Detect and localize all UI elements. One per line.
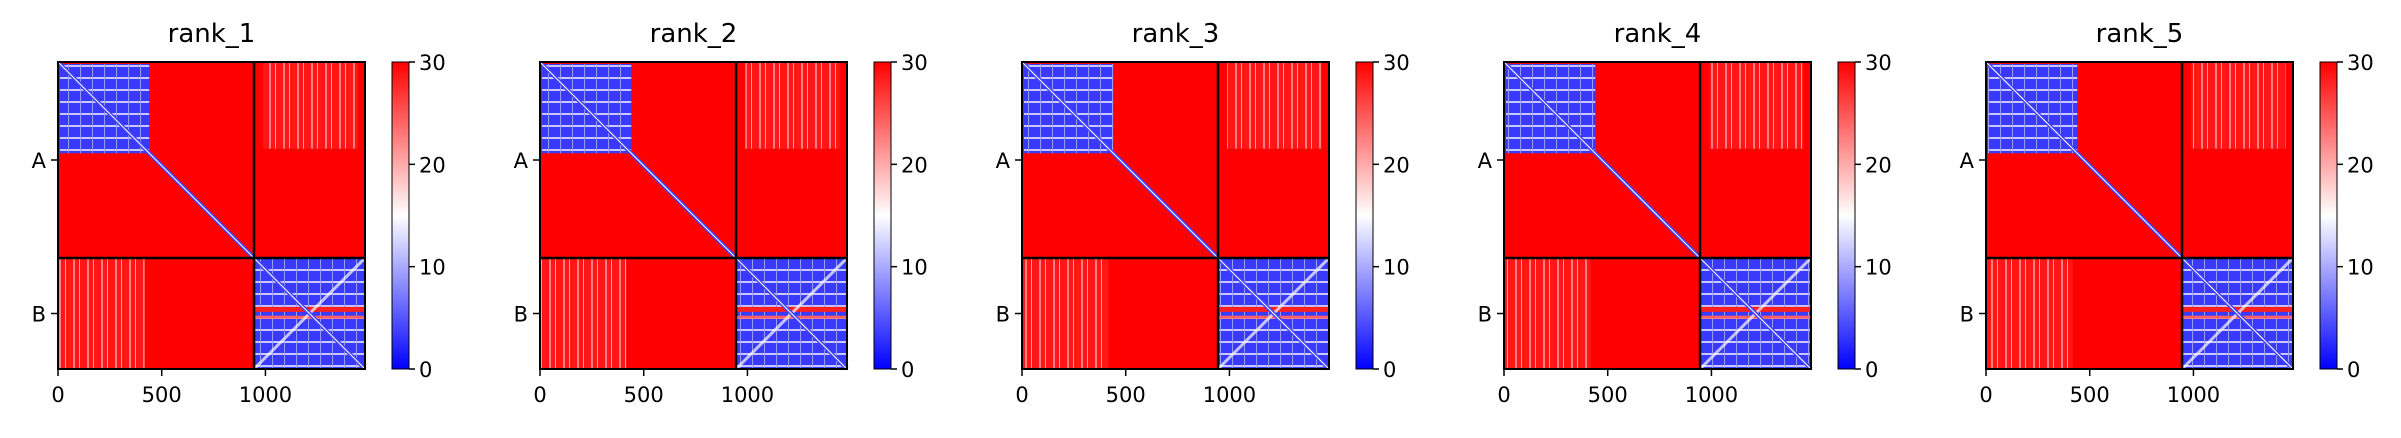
diagonal-core [539,61,848,370]
colorbar-tick-label: 20 [419,153,446,177]
x-tick-label: 500 [2070,383,2110,407]
x-tick-label: 0 [533,383,546,407]
y-tick-label: B [1478,303,1492,327]
interchain-block-ab [263,62,358,149]
diagonal-core [57,61,366,370]
colorbar-tick-label: 10 [901,256,928,280]
x-tick-label: 0 [1497,383,1510,407]
chainB-band-h2 [1700,315,1811,319]
colorbar-tick-label: 0 [2347,358,2360,382]
colorbar [2319,61,2338,370]
y-tick-label: A [32,149,47,173]
x-tick-label: 500 [142,383,182,407]
colorbar-tick-label: 10 [1865,256,1892,280]
panel-title: rank_4 [1614,19,1702,49]
colorbar-tick-label: 0 [419,358,432,382]
colorbar-tick-label: 10 [1383,256,1410,280]
axes-frame [1985,61,2294,370]
colorbar [1837,61,1856,370]
diagonal-core [1503,61,1812,370]
heatmap-panel: rank_4 0 500 1000 A B 0 10 20 30 [1478,19,1892,407]
interchain-block-ab [745,62,840,149]
x-tick-label: 0 [1979,383,1992,407]
colorbar-tick-label: 30 [901,51,928,75]
interchain-block-ba [58,258,145,369]
interchain-block-ab [1227,62,1322,149]
heatmap-panel: rank_3 0 500 1000 A B 0 10 20 30 [996,19,1410,407]
x-tick-label: 0 [51,383,64,407]
colorbar-tick-label: 0 [1865,358,1878,382]
x-tick-label: 1000 [1203,383,1256,407]
x-tick-label: 1000 [721,383,774,407]
axes-frame [539,61,848,370]
y-tick-label: A [514,149,529,173]
colorbar-tick-label: 0 [901,358,914,382]
colorbar-tick-label: 30 [419,51,446,75]
colorbar-tick-label: 30 [1865,51,1892,75]
x-tick-label: 500 [624,383,664,407]
axes-frame [1503,61,1812,370]
y-tick-label: A [996,149,1011,173]
x-tick-label: 0 [1015,383,1028,407]
chainB-band-h2 [2182,315,2293,319]
x-tick-label: 1000 [1685,383,1738,407]
chainB-band-h2 [254,315,365,319]
colorbar-tick-label: 20 [901,153,928,177]
chainB-band-h2 [736,315,847,319]
axes-frame [57,61,366,370]
colorbar-tick-label: 0 [1383,358,1396,382]
x-tick-label: 1000 [2167,383,2220,407]
x-tick-label: 1000 [239,383,292,407]
colorbar-tick-label: 10 [2347,256,2374,280]
chainB-band-h [2182,306,2293,312]
panel-title: rank_3 [1132,19,1220,49]
chainB-band-h [1218,306,1329,312]
chainB-band-h [736,306,847,312]
chainB-band-h [1700,306,1811,312]
heatmap-panel: rank_1 0 500 1000 A B 0 10 20 30 [32,19,446,407]
colorbar-tick-label: 20 [2347,153,2374,177]
colorbar-tick-label: 20 [1865,153,1892,177]
interchain-block-ab [1709,62,1804,149]
x-tick-label: 500 [1588,383,1628,407]
y-tick-label: B [514,303,528,327]
interchain-block-ba [1986,258,2073,369]
interchain-block-ba [1022,258,1109,369]
colorbar [873,61,892,370]
y-tick-label: A [1960,149,1975,173]
colorbar-tick-label: 20 [1383,153,1410,177]
diagonal-core [1985,61,2294,370]
heatmap-panel: rank_5 0 500 1000 A B 0 10 20 30 [1960,19,2374,407]
axes-frame [1021,61,1330,370]
chainB-band-h [254,306,365,312]
colorbar [1355,61,1374,370]
colorbar [391,61,410,370]
heatmap-panel: rank_2 0 500 1000 A B 0 10 20 30 [514,19,928,407]
y-tick-label: B [996,303,1010,327]
interchain-block-ba [1504,258,1591,369]
panel-title: rank_1 [168,19,256,49]
colorbar-tick-label: 30 [2347,51,2374,75]
y-tick-label: B [32,303,46,327]
diagonal-core [1021,61,1330,370]
colorbar-tick-label: 30 [1383,51,1410,75]
panel-title: rank_5 [2096,19,2184,49]
y-tick-label: B [1960,303,1974,327]
x-tick-label: 500 [1106,383,1146,407]
y-tick-label: A [1478,149,1493,173]
interchain-block-ab [2191,62,2286,149]
panel-title: rank_2 [650,19,738,49]
interchain-block-ba [540,258,627,369]
chainB-band-h2 [1218,315,1329,319]
colorbar-tick-label: 10 [419,256,446,280]
